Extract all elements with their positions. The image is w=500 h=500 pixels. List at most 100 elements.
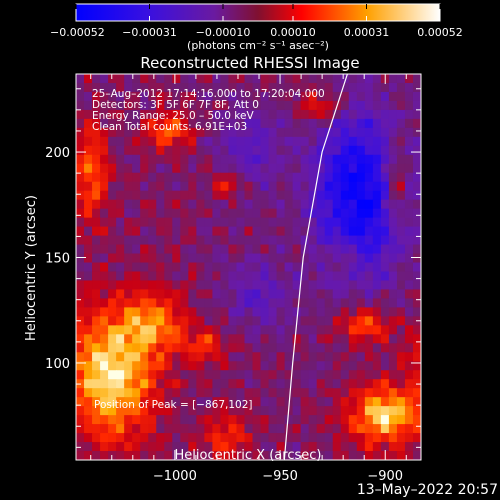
heatmap-cell xyxy=(276,451,286,460)
heatmap-cell xyxy=(348,217,358,228)
heatmap-cell xyxy=(244,217,254,228)
heatmap-cell xyxy=(148,271,157,282)
heatmap-cell xyxy=(308,442,318,452)
heatmap-cell xyxy=(196,74,205,84)
heatmap-cell xyxy=(380,136,390,147)
heatmap-cell xyxy=(180,199,189,210)
heatmap-cell xyxy=(108,289,117,300)
heatmap-cell xyxy=(268,127,278,138)
heatmap-cell xyxy=(196,298,205,308)
heatmap-cell xyxy=(108,298,117,308)
heatmap-cell xyxy=(164,181,173,192)
heatmap-cell xyxy=(252,163,262,174)
heatmap-cell xyxy=(76,118,85,129)
heatmap-cell xyxy=(148,406,157,416)
heatmap-cell xyxy=(348,370,358,380)
heatmap-cell xyxy=(268,343,278,353)
heatmap-cell xyxy=(148,433,157,443)
heatmap-cell xyxy=(308,109,318,120)
heatmap-cell xyxy=(116,163,125,174)
heatmap-cell xyxy=(276,433,286,443)
heatmap-cell xyxy=(108,244,117,255)
heatmap-cell xyxy=(116,352,125,362)
heatmap-cell xyxy=(412,253,421,264)
heatmap-cell xyxy=(204,406,213,416)
heatmap-cell xyxy=(300,262,310,273)
heatmap-cell xyxy=(412,163,421,174)
x-tick-label: −950 xyxy=(262,469,298,484)
heatmap-cell xyxy=(140,397,149,407)
heatmap-cell xyxy=(356,388,366,398)
heatmap-cell xyxy=(340,82,350,93)
heatmap-cell xyxy=(388,280,398,291)
heatmap-cell xyxy=(372,190,382,201)
heatmap-cell xyxy=(92,190,101,201)
heatmap-cell xyxy=(116,379,125,389)
heatmap-cell xyxy=(364,361,374,371)
heatmap-cell xyxy=(300,199,310,210)
heatmap-cell xyxy=(196,82,205,93)
heatmap-cell xyxy=(140,379,149,389)
heatmap-cell xyxy=(148,442,157,452)
heatmap-cell xyxy=(308,307,318,317)
heatmap-cell xyxy=(124,226,133,237)
heatmap-cell xyxy=(228,199,238,210)
heatmap-cell xyxy=(76,361,85,371)
heatmap-cell xyxy=(252,136,262,147)
heatmap-cell xyxy=(412,424,421,434)
heatmap-cell xyxy=(308,388,318,398)
heatmap-cell xyxy=(388,253,398,264)
heatmap-cell xyxy=(364,82,374,93)
heatmap-cell xyxy=(308,253,318,264)
heatmap-cell xyxy=(140,298,149,308)
heatmap-cell xyxy=(84,154,93,165)
heatmap-cell xyxy=(284,118,294,129)
heatmap-cell xyxy=(380,217,390,228)
heatmap-cell xyxy=(196,190,205,201)
heatmap-cell xyxy=(332,406,342,416)
heatmap-cell xyxy=(412,172,421,183)
heatmap-cell xyxy=(388,190,398,201)
heatmap-cell xyxy=(76,253,85,264)
heatmap-cell xyxy=(180,136,189,147)
heatmap-cell xyxy=(276,163,286,174)
heatmap-cell xyxy=(356,74,366,84)
heatmap-cell xyxy=(76,262,85,273)
heatmap-cell xyxy=(268,74,278,84)
heatmap-cell xyxy=(84,415,93,425)
heatmap-cell xyxy=(340,343,350,353)
heatmap-cell xyxy=(164,298,173,308)
heatmap-cell xyxy=(340,154,350,165)
heatmap-cell xyxy=(180,91,189,102)
heatmap-cell xyxy=(292,82,302,93)
heatmap-cell xyxy=(108,74,117,84)
heatmap-cell xyxy=(380,307,390,317)
heatmap-cell xyxy=(332,379,342,389)
heatmap-cell xyxy=(156,352,165,362)
heatmap-cell xyxy=(276,154,286,165)
heatmap-cell xyxy=(268,217,278,228)
heatmap-cell xyxy=(116,298,125,308)
heatmap-cell xyxy=(204,379,213,389)
heatmap-cell xyxy=(204,352,213,362)
heatmap-cell xyxy=(356,415,366,425)
heatmap-cell xyxy=(340,361,350,371)
heatmap-cell xyxy=(364,208,374,219)
heatmap-cell xyxy=(116,172,125,183)
heatmap-cell xyxy=(196,118,205,129)
heatmap-cell xyxy=(156,82,165,93)
heatmap-cell xyxy=(188,433,197,443)
heatmap-cell xyxy=(140,100,149,111)
heatmap-cell xyxy=(188,316,197,326)
heatmap-cell xyxy=(180,208,189,219)
heatmap-cell xyxy=(356,334,366,344)
heatmap-cell xyxy=(316,82,326,93)
heatmap-cell xyxy=(84,424,93,434)
heatmap-cell xyxy=(396,91,406,102)
heatmap-cell xyxy=(148,370,157,380)
heatmap-cell xyxy=(308,343,318,353)
heatmap-cell xyxy=(148,361,157,371)
heatmap-cell xyxy=(100,316,109,326)
heatmap-cell xyxy=(124,253,133,264)
heatmap-cell xyxy=(324,190,334,201)
